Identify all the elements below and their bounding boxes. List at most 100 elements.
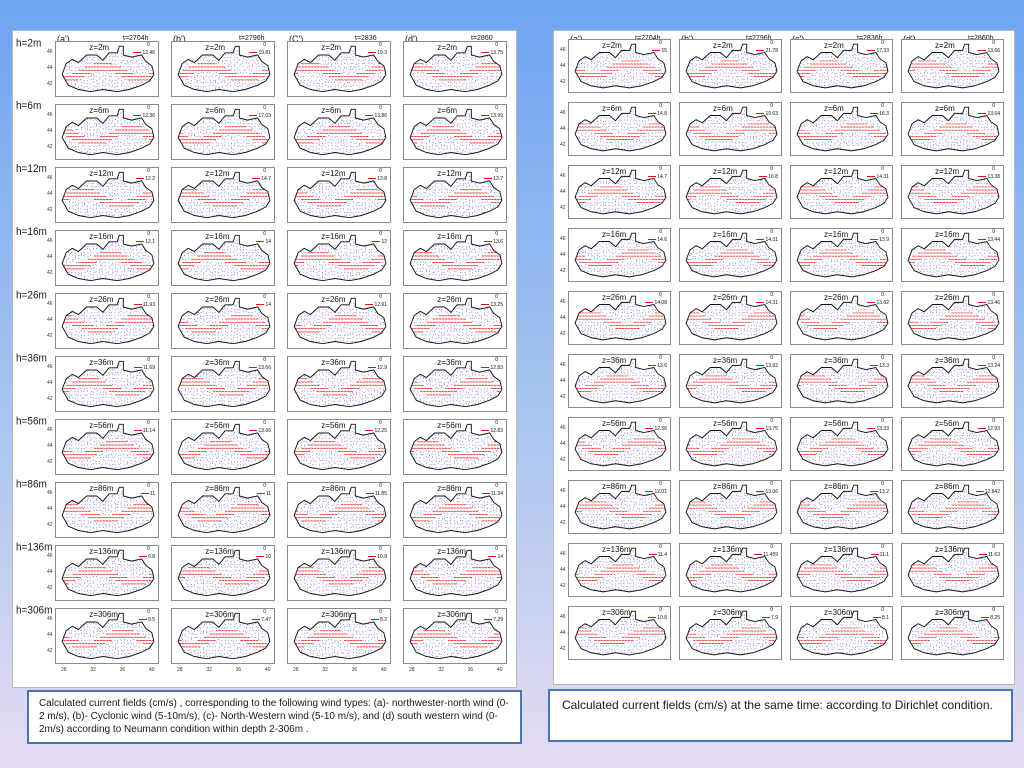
coastline — [61, 171, 155, 219]
black-sea-current-map — [61, 45, 155, 93]
scale-arrow-value: 19.3 — [368, 50, 387, 56]
current-field-map: z=306m 0 9.5 — [55, 608, 159, 664]
latitude-tick: 42 — [47, 270, 53, 276]
scale-arrow-value: 12.46 — [133, 50, 155, 56]
depth-label: z=26m — [713, 293, 737, 302]
row-depth-label: h=16m — [16, 226, 47, 238]
latitude-tick: 44 — [560, 567, 566, 573]
scale-zero-label: 0 — [263, 546, 266, 552]
scale-zero-label: 0 — [659, 418, 662, 424]
depth-label: z=56m — [824, 419, 848, 428]
scale-arrow-value: 8.1 — [873, 615, 889, 621]
coastline — [177, 612, 271, 660]
scale-zero-label: 0 — [495, 105, 498, 111]
black-sea-current-map — [796, 43, 889, 89]
scale-arrow-value: 13.66 — [249, 428, 271, 434]
scale-arrow-value: 9.8 — [139, 554, 155, 560]
current-field-map: z=26m 0 13.46 — [901, 291, 1004, 345]
current-field-map: z=86m 0 11.85 — [287, 482, 391, 538]
longitude-tick: 32 — [438, 667, 444, 673]
depth-label: z=16m — [205, 232, 229, 241]
right-figure-panel: (a')t=2704h(b')t=2796h(c')t=2836h(d')t=2… — [553, 30, 1015, 685]
depth-label: z=86m — [824, 482, 848, 491]
scale-zero-label: 0 — [147, 42, 150, 48]
scale-zero-label: 0 — [495, 609, 498, 615]
longitude-tick: 36 — [352, 667, 358, 673]
latitude-tick: 44 — [560, 378, 566, 384]
current-field-map: z=26m 0 14.31 — [679, 291, 782, 345]
scale-arrow-value: 19.81 — [249, 50, 271, 56]
coastline — [409, 171, 503, 219]
depth-label: z=136m — [437, 547, 466, 556]
scale-zero-label: 0 — [379, 357, 382, 363]
depth-label: z=2m — [205, 43, 225, 52]
depth-label: z=136m — [824, 545, 853, 554]
latitude-tick: 46 — [560, 425, 566, 431]
current-field-map: z=16m 0 13.9 — [790, 228, 893, 282]
coastline — [177, 360, 271, 408]
depth-label: z=56m — [205, 421, 229, 430]
black-sea-current-map — [293, 297, 387, 345]
current-field-map: z=306m 0 8.2 — [287, 608, 391, 664]
latitude-tick: 42 — [560, 268, 566, 274]
scale-arrow-value: 12.842 — [976, 489, 1000, 495]
scale-arrow-value: 10.9 — [368, 554, 387, 560]
current-field-map: z=12m 0 14.31 — [790, 165, 893, 219]
column-label: (a') — [57, 34, 70, 44]
depth-label: z=26m — [205, 295, 229, 304]
scale-zero-label: 0 — [992, 166, 995, 172]
black-sea-current-map — [796, 610, 889, 656]
depth-label: z=16m — [437, 232, 461, 241]
coastline — [409, 486, 503, 534]
latitude-tick: 42 — [560, 646, 566, 652]
black-sea-current-map — [409, 108, 503, 156]
depth-label: z=12m — [935, 167, 959, 176]
scale-zero-label: 0 — [659, 40, 662, 46]
scale-zero-label: 0 — [881, 166, 884, 172]
scale-zero-label: 0 — [263, 357, 266, 363]
current-field-map: z=12m 0 12.2 — [55, 167, 159, 223]
scale-arrow-value: 14 — [488, 554, 503, 560]
left-caption-text: Calculated current fields (cm/s) , corre… — [39, 698, 509, 735]
black-sea-current-map — [685, 169, 778, 215]
black-sea-current-map — [293, 234, 387, 282]
latitude-tick: 42 — [560, 142, 566, 148]
scale-zero-label: 0 — [881, 229, 884, 235]
scale-zero-label: 0 — [263, 294, 266, 300]
latitude-tick: 44 — [47, 506, 53, 512]
scale-zero-label: 0 — [147, 105, 150, 111]
current-field-map: z=56m 0 11.14 — [55, 419, 159, 475]
latitude-tick: 42 — [560, 205, 566, 211]
current-field-map: z=6m 0 16.3 — [790, 102, 893, 156]
scale-arrow-value: 11 — [141, 491, 155, 497]
current-field-map: z=26m 0 13.62 — [790, 291, 893, 345]
scale-arrow-value: 13.6 — [484, 239, 503, 245]
current-field-map: z=306m 0 7.29 — [403, 608, 507, 664]
black-sea-current-map — [293, 360, 387, 408]
scale-arrow-value: 13.06 — [756, 489, 778, 495]
current-field-map: z=16m 0 13.44 — [901, 228, 1004, 282]
row-depth-label: h=136m — [16, 541, 52, 553]
black-sea-current-map — [177, 612, 271, 660]
scale-zero-label: 0 — [770, 292, 773, 298]
scale-zero-label: 0 — [659, 607, 662, 613]
depth-label: z=86m — [437, 484, 461, 493]
current-field-map: z=12m 0 13.38 — [901, 165, 1004, 219]
coastline — [293, 612, 387, 660]
depth-label: z=12m — [824, 167, 848, 176]
scale-arrow-value: 13.3 — [870, 363, 889, 369]
scale-arrow-value: 11.63 — [979, 552, 1000, 558]
black-sea-current-map — [685, 358, 778, 404]
black-sea-current-map — [293, 423, 387, 471]
scale-zero-label: 0 — [992, 607, 995, 613]
black-sea-current-map — [293, 45, 387, 93]
scale-zero-label: 0 — [495, 42, 498, 48]
latitude-tick: 46 — [47, 112, 53, 118]
column-time: t=2704h — [635, 35, 661, 42]
latitude-tick: 42 — [47, 459, 53, 465]
depth-label: z=306m — [205, 610, 234, 619]
row-depth-label: h=26m — [16, 289, 47, 301]
black-sea-current-map — [409, 612, 503, 660]
scale-arrow-value: 13.6 — [648, 363, 667, 369]
scale-arrow-value: 11.1 — [871, 552, 889, 558]
